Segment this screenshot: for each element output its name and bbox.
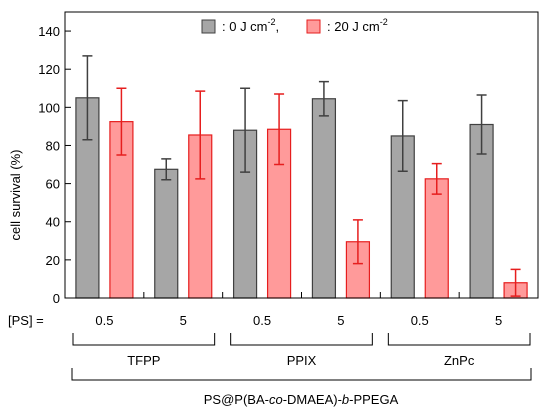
polymer-group-label: PS@P(BA-co-DMAEA)-b-PPEGA [204, 392, 399, 407]
plot-frame [64, 11, 539, 299]
y-tick-label-120: 120 [38, 62, 60, 77]
bar-series0-cat1 [154, 168, 179, 299]
error-bar-series1-cat3 [352, 219, 363, 265]
y-tick-label-60: 60 [46, 177, 60, 192]
y-tick-label-0: 0 [53, 291, 60, 306]
group-bracket-ppix [230, 333, 373, 346]
group-label-ppix: PPIX [287, 353, 317, 368]
category-label-4: 0.5 [411, 313, 429, 328]
group-bracket-znpc [387, 333, 531, 346]
polymer-label-prefix: PS@P(BA- [204, 392, 269, 407]
error-bar-series1-cat4 [431, 162, 442, 195]
error-bar-series1-cat5 [510, 268, 521, 297]
legend-label-0-j-base: : 0 J cm [222, 19, 268, 34]
y-tick-label-80: 80 [46, 138, 60, 153]
legend-swatch-0-j [201, 19, 216, 34]
category-label-1: 5 [180, 313, 187, 328]
y-axis-label: cell survival (%) [8, 149, 23, 240]
polymer-label-italic-co: co [269, 392, 283, 407]
category-label-3: 5 [337, 313, 344, 328]
polymer-label-middle: -DMAEA)- [283, 392, 342, 407]
category-label-0: 0.5 [95, 313, 113, 328]
group-bracket-tfpp [72, 333, 216, 346]
error-bar-series0-cat1 [161, 158, 172, 181]
y-tick-label-140: 140 [38, 24, 60, 39]
polymer-label-suffix: -PPEGA [349, 392, 398, 407]
legend: : 0 J cm-2, : 20 J cm-2 [201, 17, 388, 34]
legend-label-0-j: : 0 J cm-2, [222, 17, 279, 34]
category-label-5: 5 [495, 313, 502, 328]
y-tick-label-20: 20 [46, 253, 60, 268]
category-label-2: 0.5 [253, 313, 271, 328]
polymer-group-bracket [71, 368, 532, 381]
error-bar-series0-cat0 [82, 55, 93, 141]
legend-label-20-j-base: : 20 J cm [327, 19, 380, 34]
y-tick-label-40: 40 [46, 215, 60, 230]
error-bar-series0-cat3 [318, 80, 329, 117]
legend-label-20-j-exponent: -2 [380, 17, 388, 27]
legend-swatch-20-j [306, 19, 321, 34]
legend-label-0-j-suffix: , [276, 19, 280, 34]
error-bar-series0-cat5 [476, 94, 487, 155]
error-bar-series0-cat2 [240, 87, 251, 173]
group-label-tfpp: TFPP [127, 353, 160, 368]
polymer-label-italic-b: b [342, 392, 349, 407]
legend-label-20-j: : 20 J cm-2 [327, 17, 388, 34]
bar-series0-cat3 [311, 98, 337, 299]
y-tick-label-100: 100 [38, 100, 60, 115]
group-label-znpc: ZnPc [444, 353, 475, 368]
legend-label-0-j-exponent: -2 [268, 17, 276, 27]
ps-concentration-row-label: [PS] = [8, 313, 44, 328]
error-bar-series0-cat4 [397, 99, 408, 172]
error-bar-series1-cat2 [274, 93, 285, 166]
error-bar-series1-cat1 [195, 90, 206, 180]
error-bar-series1-cat0 [116, 87, 127, 156]
bar-series1-cat4 [424, 178, 449, 299]
